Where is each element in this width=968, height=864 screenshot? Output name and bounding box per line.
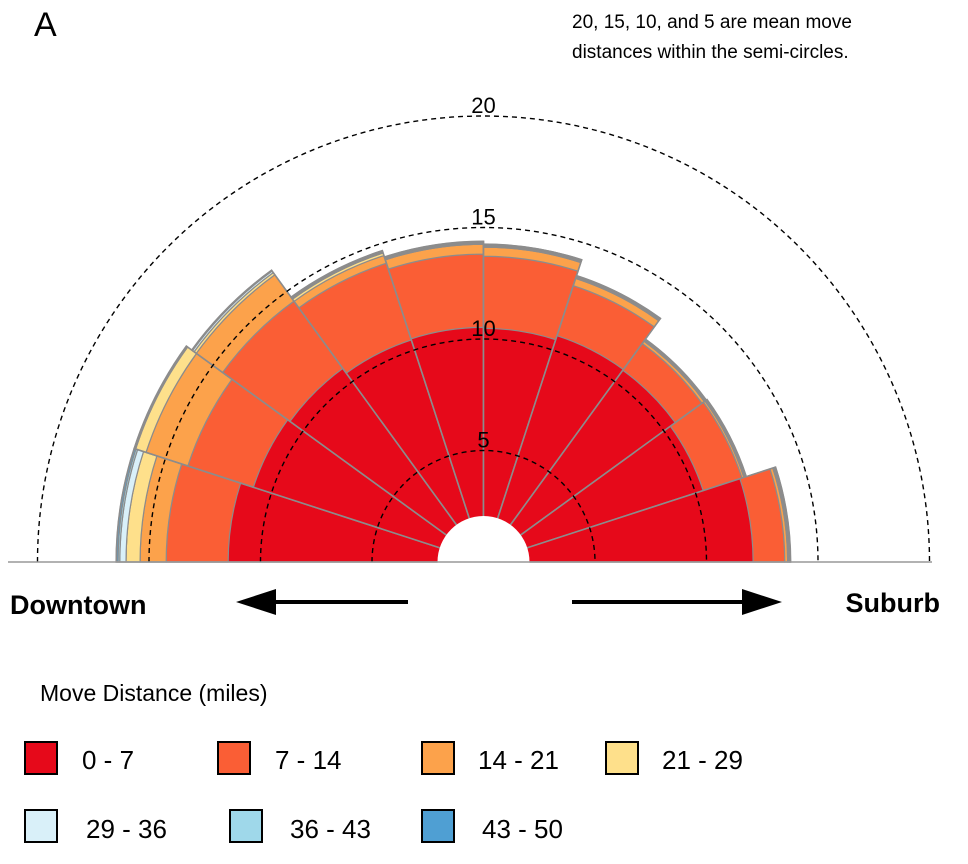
legend-label: 14 - 21 bbox=[478, 745, 559, 775]
legend-swatch bbox=[24, 809, 58, 843]
legend-item-21-29: 21 - 29 bbox=[605, 741, 743, 775]
legend-title: Move Distance (miles) bbox=[40, 680, 268, 706]
note-line-2: distances within the semi-circles. bbox=[572, 42, 849, 63]
legend-swatch bbox=[605, 741, 639, 775]
legend-item-0-7: 0 - 7 bbox=[24, 741, 134, 775]
reference-circle-20 bbox=[36, 115, 931, 563]
reference-circle-15 bbox=[148, 226, 819, 563]
panel-label: A bbox=[34, 6, 57, 44]
legend-swatch bbox=[421, 809, 455, 843]
sector-7 bbox=[482, 274, 662, 563]
reference-label-5: 5 bbox=[477, 428, 489, 453]
note-line-1: 20, 15, 10, and 5 are mean move bbox=[572, 12, 852, 33]
legend-label: 0 - 7 bbox=[82, 745, 134, 775]
sector-2-band-1 bbox=[253, 419, 484, 562]
legend-label: 43 - 50 bbox=[482, 814, 563, 844]
legend-swatch bbox=[217, 741, 251, 775]
sector-9-band-1 bbox=[483, 426, 704, 562]
reference-label-15: 15 bbox=[471, 205, 495, 230]
sector-2 bbox=[133, 345, 484, 563]
reference-labels: 20 15 10 5 bbox=[471, 93, 495, 453]
legend-item-14-21: 14 - 21 bbox=[421, 741, 559, 775]
sectors-layer bbox=[115, 240, 792, 563]
sector-1 bbox=[115, 447, 484, 563]
legend-label: 7 - 14 bbox=[275, 745, 342, 775]
reference-circle-10 bbox=[259, 338, 708, 563]
sector-5 bbox=[383, 240, 485, 563]
legend-item-29-36: 29 - 36 bbox=[24, 809, 167, 844]
sector-4-band-1 bbox=[346, 339, 484, 562]
sector-3 bbox=[190, 269, 485, 563]
sector-6-band-1 bbox=[483, 328, 556, 562]
sector-8-band-1 bbox=[483, 370, 676, 562]
sector-3-outline bbox=[190, 269, 485, 563]
sector-4 bbox=[289, 249, 485, 563]
legend-swatch bbox=[24, 741, 58, 775]
legend-swatch bbox=[229, 809, 263, 843]
legend-item-43-50: 43 - 50 bbox=[421, 809, 563, 844]
reference-circles bbox=[36, 115, 931, 563]
right-arrow-icon bbox=[742, 589, 782, 615]
suburb-label: Suburb bbox=[846, 588, 941, 618]
downtown-label: Downtown bbox=[10, 590, 146, 620]
sector-5-band-1 bbox=[411, 327, 484, 562]
sector-6 bbox=[482, 243, 583, 563]
reference-label-10: 10 bbox=[471, 316, 495, 341]
sector-2-outline bbox=[133, 345, 484, 563]
legend-label: 29 - 36 bbox=[86, 814, 167, 844]
sector-3-band-1 bbox=[289, 368, 484, 562]
sector-10 bbox=[483, 466, 792, 563]
legend-swatch bbox=[421, 741, 455, 775]
sector-1-band-1 bbox=[228, 483, 484, 562]
sector-7-band-1 bbox=[483, 335, 624, 562]
left-arrow-icon bbox=[236, 589, 276, 615]
reference-label-20: 20 bbox=[471, 93, 495, 118]
reference-circle-5 bbox=[371, 449, 596, 563]
legend-item-36-43: 36 - 43 bbox=[229, 809, 371, 844]
legend-item-7-14: 7 - 14 bbox=[217, 741, 342, 775]
sector-10-band-1 bbox=[483, 478, 754, 562]
legend: 0 - 7 7 - 14 14 - 21 21 - 29 29 - 36 36 … bbox=[24, 741, 743, 844]
legend-label: 21 - 29 bbox=[662, 745, 743, 775]
legend-label: 36 - 43 bbox=[290, 814, 371, 844]
